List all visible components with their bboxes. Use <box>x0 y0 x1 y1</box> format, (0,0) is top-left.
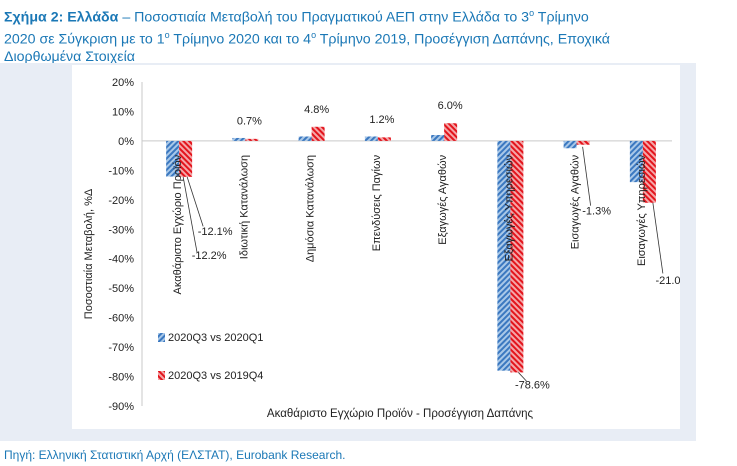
bar-series-2 <box>245 138 259 141</box>
bar-series-2 <box>642 140 656 203</box>
bar-series-2 <box>444 123 458 141</box>
source-note: Πηγή: Ελληνική Στατιστική Αρχή (ΕΛΣΤΑΤ),… <box>4 448 346 462</box>
y-tick-label: -60% <box>108 313 134 325</box>
y-tick-label: 10% <box>112 106 134 118</box>
y-tick-label: -90% <box>108 401 134 413</box>
x-axis-title: Ακαθάριστο Εγχώριο Προϊόν - Προσέγγιση Δ… <box>267 408 534 420</box>
bar-series-1 <box>563 140 577 149</box>
bar-series-2 <box>311 126 325 141</box>
data-label: 6.0% <box>438 100 463 112</box>
category-label: Εισαγωγές Υπηρεσιών <box>636 154 648 266</box>
bar-series-1 <box>364 136 378 141</box>
bar-series-1 <box>497 140 511 371</box>
title-text-1: – Ποσοστιαία Μεταβολή του Πραγματικού ΑΕ… <box>118 9 530 26</box>
data-label: 0.7% <box>237 116 262 128</box>
category-label: Ιδιωτική Κατανάλωση <box>238 155 250 259</box>
chart-title: Σχήμα 2: Ελλάδα – Ποσοστιαία Μεταβολή το… <box>4 5 734 67</box>
leader-line <box>182 176 198 253</box>
bar-series-2 <box>510 140 524 373</box>
category-label: Εξαγωγές Υπηρεσιών <box>503 154 515 261</box>
bar-series-1 <box>629 140 643 183</box>
leader-line <box>652 202 664 274</box>
y-tick-label: -30% <box>108 224 134 236</box>
data-label: -12.1% <box>198 226 233 238</box>
bar-series-1 <box>431 135 445 141</box>
legend-label-1: 2020Q3 vs 2020Q1 <box>168 332 263 344</box>
data-label: -1.3% <box>582 206 611 218</box>
leader-line <box>518 372 527 382</box>
title-text-2b: Τρίμηνο 2020 και το 4 <box>169 31 312 48</box>
y-tick-label: -80% <box>108 372 134 384</box>
y-tick-label: 20% <box>112 77 134 89</box>
category-label: Εξαγωγές Αγαθών <box>437 154 449 244</box>
title-sup-2: ο <box>164 30 170 41</box>
labels: Ακαθάριστο Εγχώριο Προϊόν Ιδιωτική Κατανά… <box>158 100 680 391</box>
data-label: 1.2% <box>369 114 394 126</box>
y-tick-label: 0% <box>118 136 134 148</box>
title-text-1b: Τρίμηνο <box>534 9 589 26</box>
figure-label: Σχήμα 2: Ελλάδα <box>4 9 119 26</box>
bar-series-1 <box>166 140 180 177</box>
y-tick-label: -20% <box>108 195 134 207</box>
y-tick-label: -70% <box>108 342 134 354</box>
bar-chart: 20% 10% 0% -10% -20% -30% -40% -50% -60% -70% -80%… <box>83 77 680 420</box>
data-label: -12.2% <box>192 250 227 262</box>
bar-series-1 <box>232 137 246 141</box>
y-tick-label: -10% <box>108 165 134 177</box>
category-label: Δημόσια Κατανάλωση <box>305 155 317 262</box>
y-tick-label: -40% <box>108 254 134 266</box>
category-label: Ακαθάριστο Εγχώριο Προϊόν <box>172 154 184 294</box>
y-axis-title: Ποσοστιαία Μεταβολή, %Δ <box>83 188 95 319</box>
data-label: -21.0% <box>655 275 680 287</box>
y-tick-label: -50% <box>108 283 134 295</box>
category-label: Επενδύσεις Παγίων <box>371 154 383 251</box>
legend-swatch-2 <box>158 371 165 380</box>
chart-area: 20% 10% 0% -10% -20% -30% -40% -50% -60% -70% -80%… <box>72 65 680 429</box>
legend-swatch-1 <box>158 333 165 342</box>
title-text-2a: 2020 σε Σύγκριση με το 1 <box>4 31 165 48</box>
bar-series-2 <box>179 140 193 177</box>
axes: 20% 10% 0% -10% -20% -30% -40% -50% -60% -70% -80%… <box>83 77 672 420</box>
leader-line <box>582 146 592 206</box>
bar-series-2 <box>576 140 590 145</box>
category-label: Εισαγωγές Αγαθών <box>570 154 582 249</box>
legend-label-2: 2020Q3 vs 2019Q4 <box>168 370 263 382</box>
bar-series-2 <box>377 137 391 141</box>
title-text-3: Διορθωμένα Στοιχεία <box>4 49 135 66</box>
bar-series-1 <box>298 136 312 141</box>
title-sup-1: ο <box>529 8 535 18</box>
title-sup-3: ο <box>311 30 317 41</box>
leader-line <box>186 176 204 227</box>
bars <box>166 123 656 373</box>
data-label: 4.8% <box>304 104 329 116</box>
data-label: -78.6% <box>515 379 550 391</box>
title-text-2c: Τρίμηνο 2019, Προσέγγιση Δαπάνης, Εποχικ… <box>316 31 610 48</box>
